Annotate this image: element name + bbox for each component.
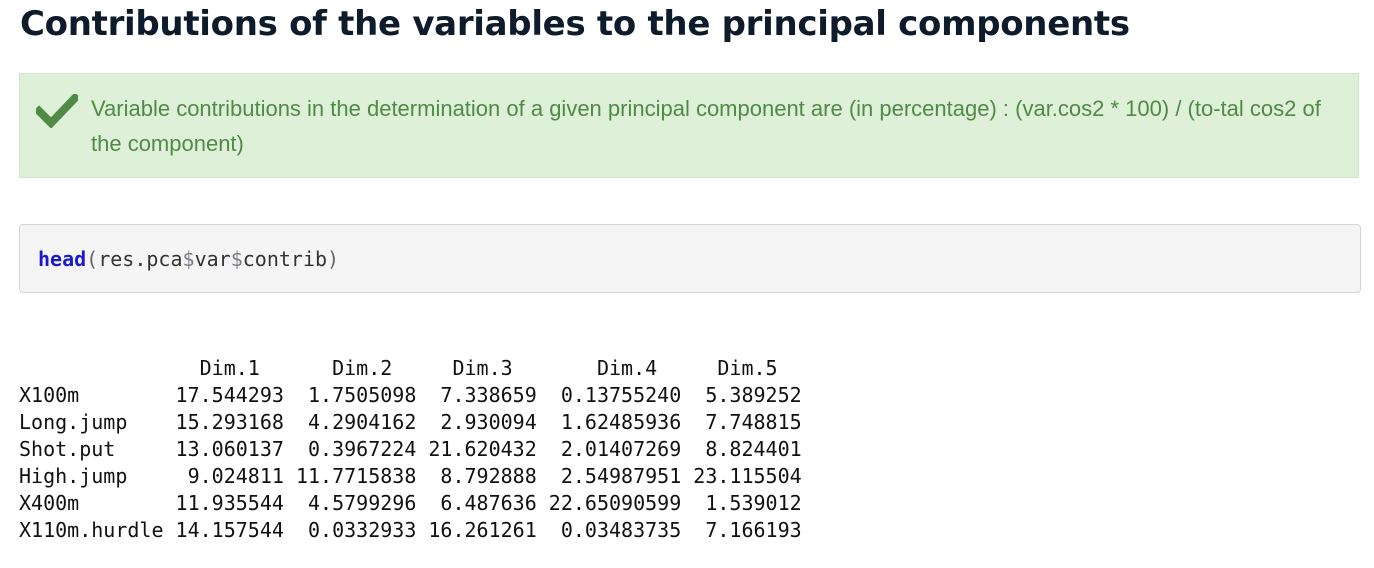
output-row: X100m 17.544293 1.7505098 7.338659 0.137… [19, 383, 802, 407]
checkmark-icon [36, 94, 78, 128]
dollar-operator: $ [182, 247, 195, 271]
page-title: Contributions of the variables to the pr… [20, 4, 1130, 44]
code-line: head(res.pca$var$contrib) [38, 245, 339, 273]
dollar-operator: $ [230, 247, 243, 271]
alert-message: Variable contributions in the determinat… [91, 96, 1321, 156]
output-row: Shot.put 13.060137 0.3967224 21.620432 2… [19, 437, 802, 461]
close-paren: ) [327, 247, 340, 271]
code-argument-part: res.pca [98, 247, 183, 271]
output-row: Long.jump 15.293168 4.2904162 2.930094 1… [19, 410, 802, 434]
output-row: X400m 11.935544 4.5799296 6.487636 22.65… [19, 491, 802, 515]
function-name: head [38, 247, 87, 271]
output-row: X110m.hurdle 14.157544 0.0332933 16.2612… [19, 518, 802, 542]
code-argument-part: var [194, 247, 231, 271]
output-header: Dim.1 Dim.2 Dim.3 Dim.4 Dim.5 [19, 356, 778, 380]
output-row: High.jump 9.024811 11.7715838 8.792888 2… [19, 464, 802, 488]
code-argument-part: contrib [242, 247, 328, 271]
open-paren: ( [86, 247, 99, 271]
console-output: Dim.1 Dim.2 Dim.3 Dim.4 Dim.5 X100m 17.5… [19, 355, 802, 544]
info-alert: Variable contributions in the determinat… [19, 73, 1359, 178]
code-block: head(res.pca$var$contrib) [19, 224, 1361, 293]
